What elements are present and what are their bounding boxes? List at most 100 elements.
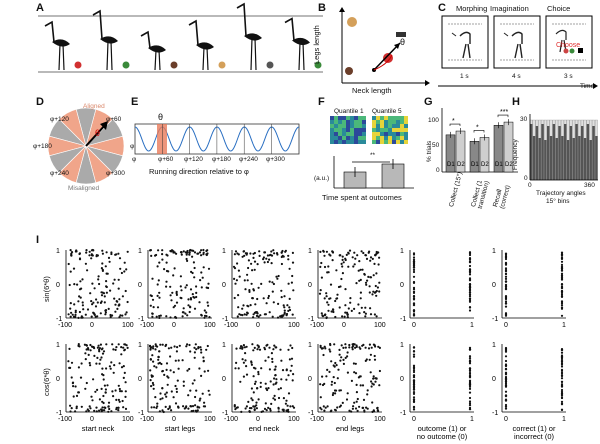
scatter-point <box>88 254 91 257</box>
scatter-point <box>412 374 416 377</box>
scatter-point <box>268 280 271 283</box>
scatter-point <box>504 395 508 398</box>
scatter-point <box>168 406 171 409</box>
y-tick-label: 1 <box>400 342 404 349</box>
scatter-point <box>318 292 322 295</box>
scatter-point <box>277 302 280 305</box>
scatter-point <box>412 281 416 284</box>
scatter-point <box>118 298 121 301</box>
scatter-point <box>188 251 191 254</box>
scatter-point <box>504 295 508 298</box>
scatter-point <box>332 364 335 367</box>
y-tick-label: 1 <box>138 342 142 349</box>
scatter-point <box>324 347 327 350</box>
scatter-point <box>174 402 178 405</box>
scatter-point <box>107 401 111 404</box>
scatter-point <box>344 346 347 349</box>
scatter-point <box>373 313 376 316</box>
scatter-point <box>101 352 105 355</box>
scatter-point <box>193 379 196 382</box>
scatter-point <box>118 257 122 260</box>
scatter-point <box>95 406 98 409</box>
scatter-point <box>365 257 369 260</box>
scatter-point <box>468 291 472 294</box>
scatter-point <box>71 313 74 316</box>
scatter-point <box>104 265 107 268</box>
scatter-point <box>77 343 80 346</box>
scatter-point <box>111 343 114 346</box>
scatter-point <box>290 281 293 284</box>
scatter-point <box>80 405 83 408</box>
scatter-point <box>349 297 352 300</box>
scatter-point <box>412 275 416 278</box>
scatter-point <box>271 281 274 284</box>
scatter-subplot: 1 0 -1-100 0 100 start neck <box>56 342 134 433</box>
scatter-point <box>238 275 241 278</box>
scatter-point <box>114 310 117 313</box>
panel-e-tick-2: φ+120 <box>184 156 203 163</box>
scatter-point <box>355 391 358 394</box>
scatter-point <box>368 285 371 288</box>
scatter-point <box>372 290 375 293</box>
scatter-point <box>372 377 375 380</box>
scatter-point <box>271 360 274 363</box>
scatter-point <box>341 255 344 258</box>
scatter-subplot: 1 0 -1 0 1 <box>400 248 474 329</box>
scatter-point <box>265 302 268 305</box>
scatter-point <box>504 257 508 261</box>
panel-e-cosine <box>134 123 300 155</box>
panel-g-ytick-50: 50 <box>432 142 440 149</box>
scatter-point <box>68 347 71 350</box>
scatter-point <box>182 380 185 383</box>
scatter-point <box>158 296 161 299</box>
heron-icon <box>92 9 130 71</box>
scatter-point <box>504 364 508 367</box>
scatter-point <box>255 404 258 407</box>
scatter-point <box>166 254 169 257</box>
scatter-point <box>354 372 358 375</box>
scatter-point <box>96 301 99 304</box>
bar-day-label: D2 <box>505 162 513 168</box>
scatter-point <box>205 249 208 253</box>
scatter-point <box>323 265 327 269</box>
scatter-point <box>560 380 564 383</box>
scatter-point <box>235 406 238 409</box>
scatter-point <box>248 410 251 413</box>
x-axis-label: start legs <box>165 424 196 433</box>
scatter-point <box>330 360 333 363</box>
scatter-point <box>412 314 416 317</box>
panel-e-theta: θ <box>158 112 164 122</box>
scatter-point <box>412 388 416 391</box>
scatter-point <box>560 256 564 259</box>
scatter-point <box>468 396 472 400</box>
scatter-point <box>152 347 155 350</box>
y-tick-label: -1 <box>308 410 314 417</box>
panel-h-xtick-0: 0 <box>528 182 532 189</box>
scatter-point <box>288 358 291 361</box>
scatter-point <box>374 380 377 383</box>
scatter-point <box>249 304 252 307</box>
scatter-point <box>560 400 564 403</box>
scatter-point <box>504 302 508 305</box>
scatter-point <box>254 367 257 370</box>
scatter-point <box>167 407 170 411</box>
scatter-point <box>560 377 564 380</box>
y-tick-label: -1 <box>492 410 498 417</box>
scatter-point <box>560 272 564 275</box>
scatter-point <box>257 398 260 401</box>
scatter-point <box>347 251 350 254</box>
scatter-point <box>124 395 127 398</box>
scatter-point <box>412 264 416 267</box>
scatter-point <box>195 348 198 351</box>
scatter-point <box>266 343 269 346</box>
scatter-point <box>280 262 283 266</box>
scatter-point <box>375 294 378 297</box>
scatter-point <box>324 406 327 409</box>
scatter-point <box>173 251 176 254</box>
scatter-point <box>98 350 101 353</box>
scatter-point <box>372 409 375 412</box>
scatter-point <box>78 345 81 348</box>
scatter-point <box>357 269 360 272</box>
scatter-point <box>149 304 152 307</box>
scatter-point <box>100 408 103 411</box>
